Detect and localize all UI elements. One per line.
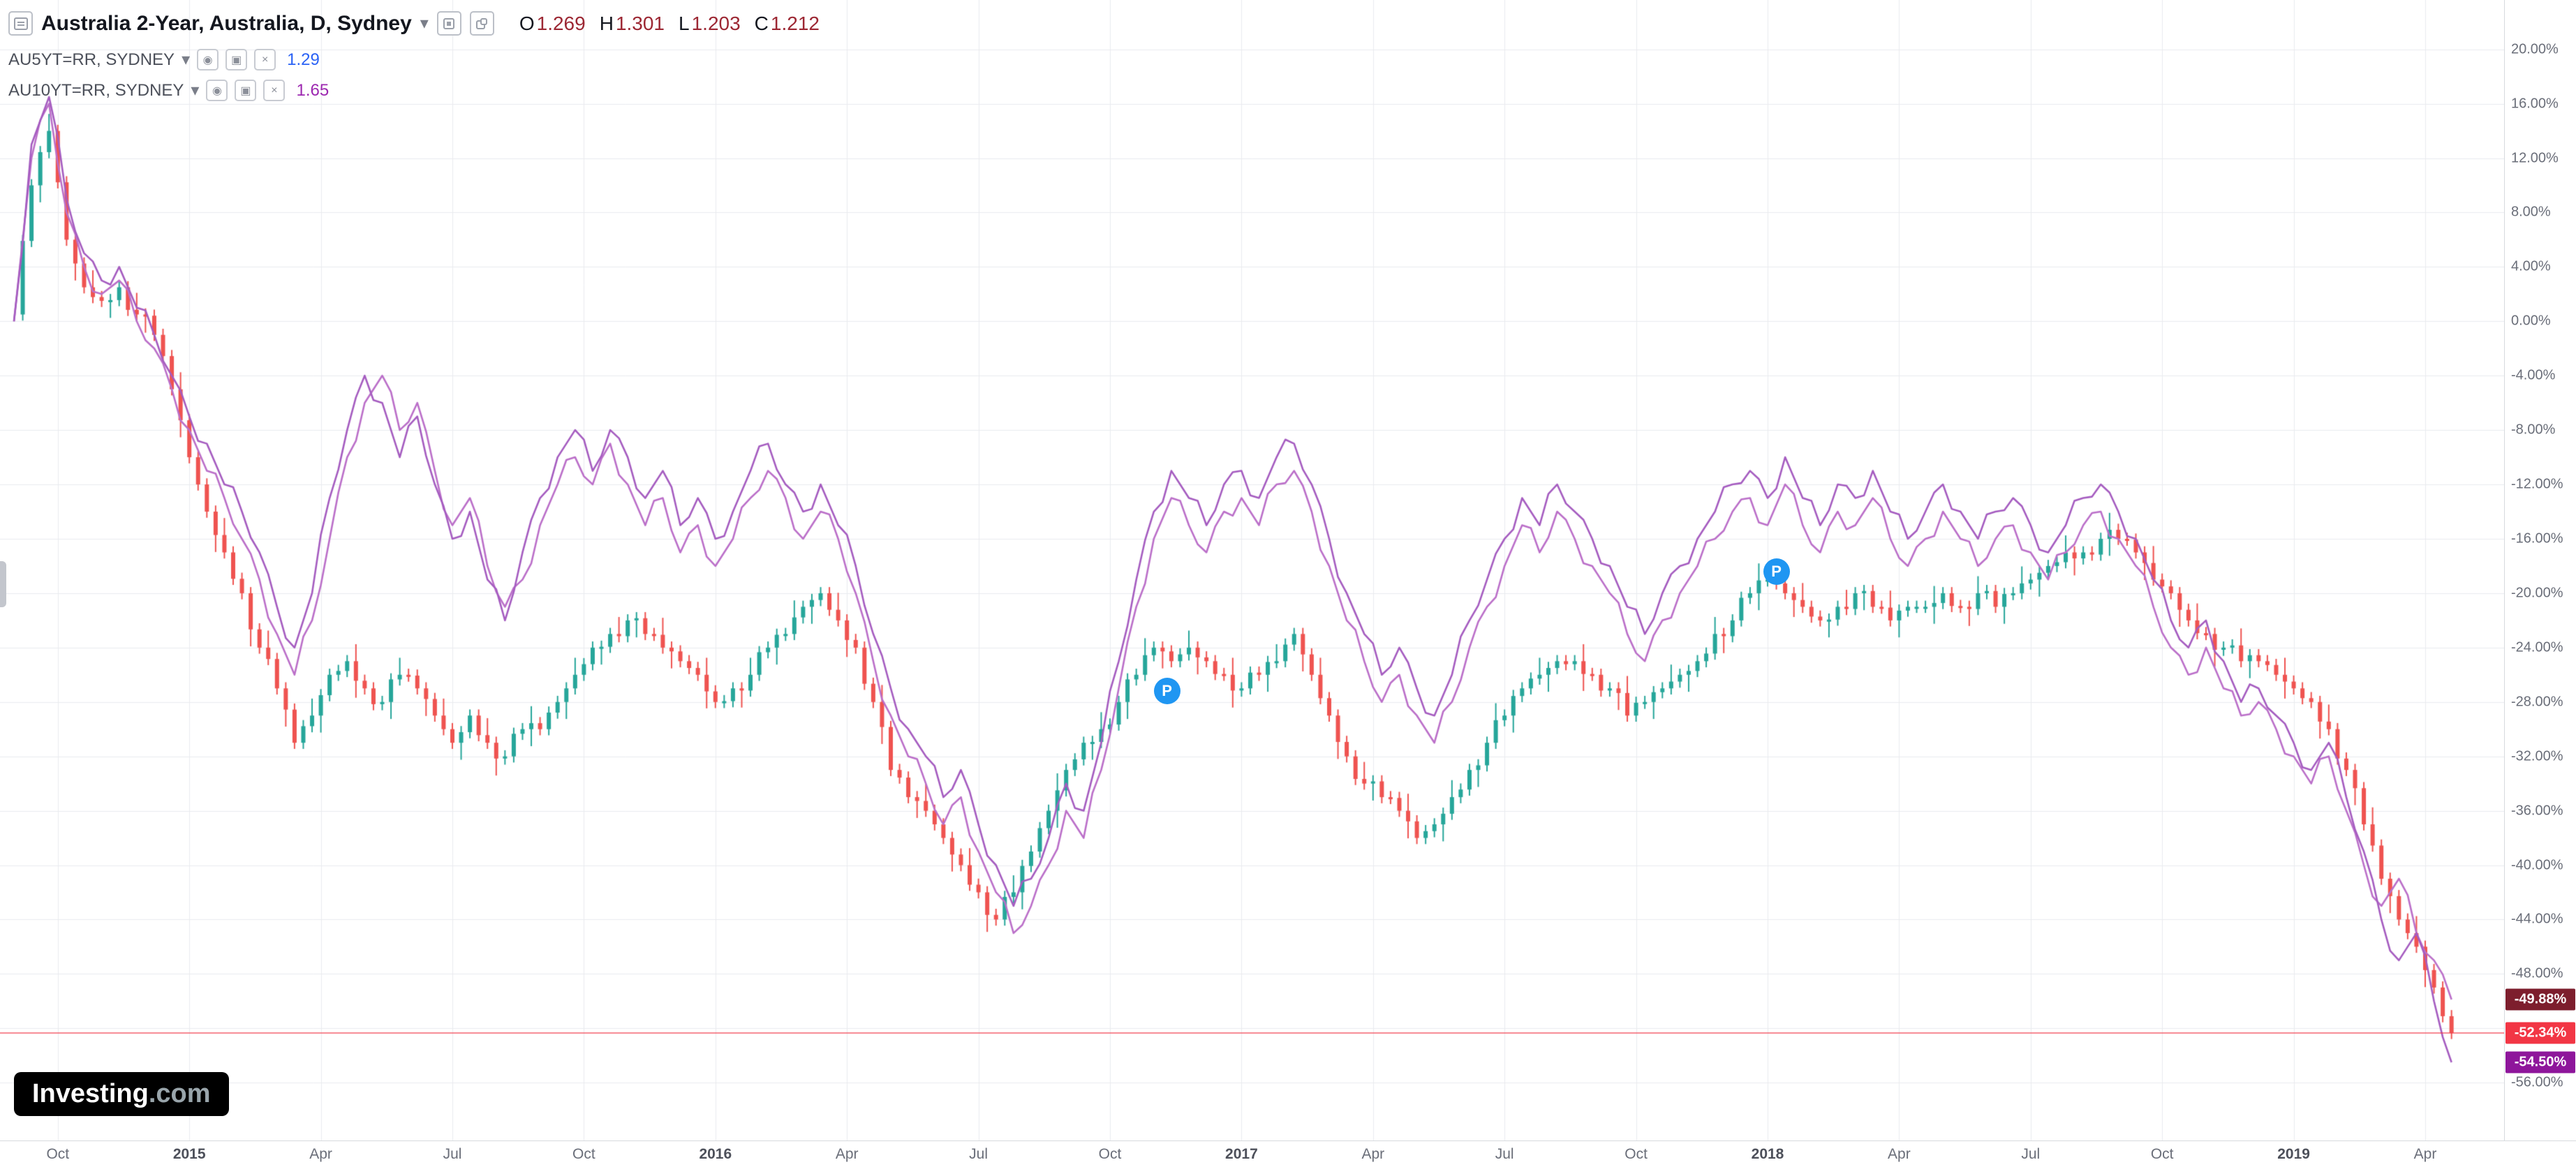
x-axis-tick: Jul — [1495, 1146, 1514, 1162]
y-axis-tick: -40.00% — [2511, 857, 2563, 872]
settings-icon[interactable]: ▣ — [235, 80, 257, 101]
chevron-down-icon[interactable]: ▾ — [191, 80, 200, 100]
x-axis-tick: Apr — [309, 1146, 332, 1162]
p-marker[interactable]: P — [1153, 678, 1180, 705]
quick-settings-glyph — [443, 17, 455, 29]
visibility-toggle-icon[interactable]: ◉ — [206, 80, 228, 101]
ohlc-values: O 1.269 H 1.301 L 1.203 C 1.212 — [519, 13, 820, 35]
p-marker[interactable]: P — [1763, 558, 1790, 585]
visibility-toggle-icon[interactable]: ◉ — [197, 49, 219, 70]
y-axis-tick: -28.00% — [2511, 694, 2563, 710]
x-axis-tick: 2018 — [1751, 1146, 1784, 1162]
y-axis-tick: 12.00% — [2511, 150, 2559, 166]
x-axis-tick: Apr — [1361, 1146, 1385, 1162]
y-axis-tick: -16.00% — [2511, 530, 2563, 547]
ohlc-low: L 1.203 — [679, 12, 741, 34]
legend-row-au5yt: AU5YT=RR, SYDNEY ▾ ◉ ▣ × 1.29 — [8, 49, 320, 70]
y-axis-tick: 4.00% — [2511, 258, 2551, 274]
symbol-title[interactable]: Australia 2-Year, Australia, D, Sydney — [41, 11, 412, 35]
price-badge: -49.88% — [2505, 988, 2575, 1011]
x-axis-tick: Jul — [443, 1146, 462, 1162]
series-last-value: 1.29 — [287, 50, 320, 69]
time-axis[interactable]: Oct 2015 Apr Jul Oct 2016 Apr Jul Oct 2017 Apr Jul O… — [0, 1140, 2576, 1167]
x-axis-tick: Oct — [2150, 1146, 2174, 1162]
legend-row-au10yt: AU10YT=RR, SYDNEY ▾ ◉ ▣ × 1.65 — [8, 80, 329, 101]
series-name[interactable]: AU5YT=RR, SYDNEY — [8, 50, 175, 69]
y-axis-tick: -36.00% — [2511, 803, 2563, 819]
ohlc-high: H 1.301 — [599, 12, 665, 34]
y-axis-tick: 16.00% — [2511, 96, 2559, 112]
x-axis-tick: 2017 — [1225, 1146, 1258, 1162]
compare-icon[interactable] — [469, 11, 494, 36]
x-axis-tick: Oct — [1098, 1146, 1122, 1162]
y-axis-tick: -24.00% — [2511, 639, 2563, 655]
settings-icon[interactable]: ▣ — [225, 49, 248, 70]
x-axis-tick: Oct — [1624, 1146, 1648, 1162]
x-axis-tick: 2016 — [699, 1146, 732, 1162]
collapse-panel-glyph — [13, 17, 28, 30]
y-axis-tick: -32.00% — [2511, 748, 2563, 764]
y-axis-tick: 0.00% — [2511, 313, 2551, 329]
ohlc-open: O 1.269 — [519, 12, 586, 34]
quick-settings-icon[interactable] — [436, 11, 461, 36]
x-axis-tick: Jul — [2021, 1146, 2041, 1162]
y-axis-tick: -4.00% — [2511, 367, 2556, 383]
compare-glyph — [476, 17, 488, 29]
chevron-down-icon[interactable]: ▾ — [182, 50, 191, 69]
x-axis-tick: Apr — [2413, 1146, 2437, 1162]
x-axis-tick: Jul — [969, 1146, 989, 1162]
x-axis-tick: 2019 — [2277, 1146, 2310, 1162]
investing-logo[interactable]: Investing .com — [14, 1072, 229, 1116]
x-axis-tick: 2015 — [172, 1146, 206, 1162]
x-axis-tick: Apr — [1888, 1146, 1911, 1162]
investing-logo-text: Investing — [32, 1079, 149, 1108]
y-axis-tick: 20.00% — [2511, 41, 2559, 57]
collapse-panel-icon[interactable] — [8, 11, 33, 36]
remove-series-icon[interactable]: × — [263, 80, 286, 101]
drawing-toolbar-handle[interactable] — [0, 561, 6, 607]
price-badge: -54.50% — [2505, 1051, 2575, 1073]
x-axis-tick: Oct — [572, 1146, 595, 1162]
ohlc-close: C 1.212 — [754, 12, 820, 34]
chart-canvas[interactable] — [0, 0, 2504, 1140]
y-axis-tick: -20.00% — [2511, 585, 2563, 601]
y-axis-tick: -44.00% — [2511, 911, 2563, 927]
remove-series-icon[interactable]: × — [254, 49, 276, 70]
series-name[interactable]: AU10YT=RR, SYDNEY — [8, 80, 184, 100]
chevron-down-icon[interactable]: ▾ — [420, 13, 429, 33]
y-axis-tick: -8.00% — [2511, 422, 2556, 438]
price-badge: -52.34% — [2505, 1022, 2575, 1044]
x-axis-tick: Oct — [46, 1146, 70, 1162]
series-last-value: 1.65 — [296, 80, 330, 100]
price-axis[interactable]: 20.00% 16.00% 12.00% 8.00% 4.00% 0.00% -4.00% -… — [2504, 0, 2576, 1140]
y-axis-tick: 8.00% — [2511, 204, 2551, 220]
investing-logo-suffix: .com — [148, 1079, 211, 1108]
chart-header: Australia 2-Year, Australia, D, Sydney ▾… — [8, 11, 820, 36]
x-axis-tick: Apr — [835, 1146, 859, 1162]
y-axis-tick: -56.00% — [2511, 1074, 2563, 1090]
y-axis-tick: -12.00% — [2511, 476, 2563, 492]
y-axis-tick: -48.00% — [2511, 965, 2563, 981]
